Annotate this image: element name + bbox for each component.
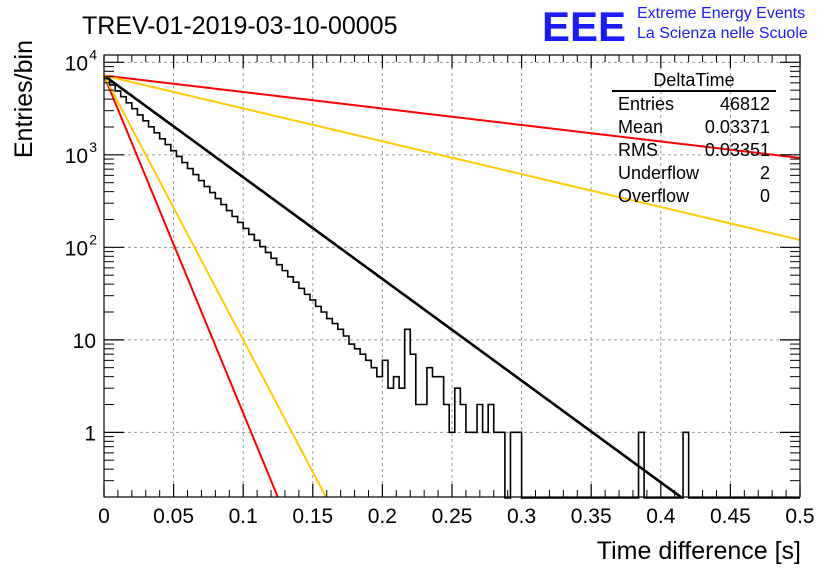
stats-row-label: Mean <box>618 117 663 137</box>
x-tick-label: 0.05 <box>153 505 194 528</box>
stats-row-value: 2 <box>760 163 770 183</box>
x-tick-label: 0.35 <box>571 505 612 528</box>
y-axis-label: Entries/bin <box>10 40 38 158</box>
y-tick-exponent: 2 <box>89 231 97 247</box>
fit-line-1 <box>103 74 682 499</box>
x-axis-label: Time difference [s] <box>597 537 801 565</box>
x-tick-label: 0.3 <box>507 505 536 528</box>
stats-row-value: 0.03351 <box>705 140 770 160</box>
stats-rows: Entries 46812 Mean 0.03371 RMS 0.03351Underfl… <box>618 94 770 206</box>
fit-line-5 <box>103 74 801 241</box>
x-tick-label: 0.45 <box>710 505 751 528</box>
stats-row-value: 46812 <box>720 94 770 114</box>
fit-line-4 <box>103 74 801 159</box>
stats-row-value: 0.03371 <box>705 117 770 137</box>
stats-row-label: Overflow <box>618 186 690 206</box>
y-tick-label: 10 <box>65 237 88 260</box>
logo-line1: Extreme Energy Events <box>637 5 805 22</box>
y-tick-label: 10 <box>65 52 88 75</box>
y-tick-exponent: 3 <box>89 139 97 155</box>
fit-line-2 <box>103 75 279 498</box>
x-tick-label: 0 <box>98 505 110 528</box>
y-tick-label: 1 <box>84 422 96 445</box>
logo-line2: La Scienza nelle Scuole <box>637 25 808 42</box>
histogram-series <box>104 77 800 499</box>
x-axis-ticks: 0 0.05 0.1 0.15 0.2 0.25 0.3 0.35 0.4 0.45 0.5 <box>98 55 815 528</box>
y-tick-label: 10 <box>65 145 88 168</box>
x-tick-label: 0.5 <box>785 505 814 528</box>
histogram-outline <box>104 77 800 499</box>
stats-title: DeltaTime <box>653 70 734 90</box>
x-tick-label: 0.1 <box>229 505 258 528</box>
fit-line-3 <box>103 75 327 498</box>
x-tick-label: 0.2 <box>368 505 397 528</box>
x-tick-label: 0.25 <box>432 505 473 528</box>
stats-row-label: Entries <box>618 94 674 114</box>
stats-row-value: 0 <box>760 186 770 206</box>
y-tick-label: 10 <box>73 330 96 353</box>
eee-logo: EEE Extreme Energy Events La Scienza nel… <box>542 3 808 50</box>
fit-lines <box>103 74 801 499</box>
chart-title: TREV-01-2019-03-10-00005 <box>82 12 397 40</box>
logo-mark: EEE <box>542 3 626 50</box>
grid-lines <box>104 55 800 497</box>
x-tick-label: 0.4 <box>646 505 676 528</box>
stats-box: DeltaTime Entries 46812 Mean 0.03371 RMS 0.03… <box>612 70 776 206</box>
y-tick-exponent: 4 <box>89 46 97 62</box>
x-tick-label: 0.15 <box>292 505 333 528</box>
stats-row-label: Underflow <box>618 163 700 183</box>
stats-row-label: RMS <box>618 140 658 160</box>
